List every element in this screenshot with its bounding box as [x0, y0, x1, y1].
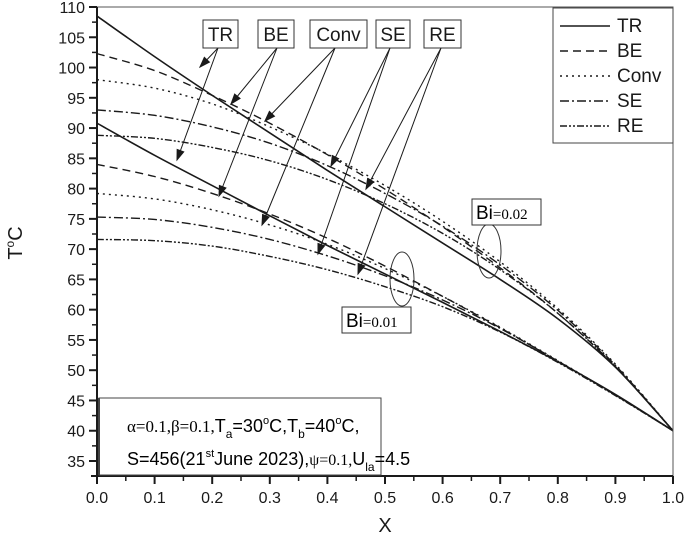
plot-series: [96, 15, 674, 432]
parameter-box: α=0.1,β=0.1,Ta=30oC,Tb=40oC, S=456(21stJ…: [98, 397, 410, 476]
x-tick-label: 0.7: [489, 490, 511, 507]
x-tick-label: 0.8: [547, 490, 569, 507]
y-tick-label: 100: [58, 61, 85, 78]
params-line-1: α=0.1,β=0.1,Ta=30oC,Tb=40oC,: [127, 415, 359, 441]
y-tick-label: 40: [67, 424, 85, 441]
series-line-6: [96, 163, 674, 432]
series-line-8: [96, 216, 674, 432]
callout-box-se: SE: [375, 19, 411, 49]
svg-text:Bi=0.02: Bi=0.02: [476, 203, 528, 224]
x-tick-label: 0.3: [259, 490, 281, 507]
x-tick-label: 0.5: [374, 490, 396, 507]
callout-box-re: RE: [423, 19, 462, 49]
y-tick-label: 80: [67, 182, 85, 199]
legend-label-conv: Conv: [617, 66, 662, 87]
x-tick-label: 1.0: [662, 490, 684, 507]
x-axis-title: X: [378, 515, 391, 537]
params-line-2: S=456(21stJune 2023),ψ=0.1,Ula=4.5: [127, 448, 410, 474]
series-line-3: [96, 109, 674, 432]
x-tick-label: 0.2: [201, 490, 223, 507]
bi-upper-value: =0.02: [493, 207, 528, 223]
series-line-2: [96, 78, 674, 432]
callout-box-be: BE: [257, 19, 295, 49]
y-axis-title: ToC: [3, 226, 27, 259]
series-line-9: [96, 238, 674, 432]
y-tick-label: 90: [67, 121, 85, 138]
y-tick-label: 85: [67, 151, 85, 168]
legend-label-tr: TR: [617, 16, 642, 37]
x-tick-label: 0.1: [143, 490, 165, 507]
axis-ticks: 35 40 45 50 55 60 65 70 75 80 85 90 95 100 105 110 0.0 0.…: [58, 0, 684, 507]
y-tick-label: 70: [67, 242, 85, 259]
callout-arrows: [176, 47, 442, 276]
callout-box-tr: TR: [202, 19, 239, 49]
legend-label-re: RE: [617, 116, 643, 137]
callout-box-conv: Conv: [309, 19, 368, 49]
callout-label-re: RE: [429, 25, 455, 46]
series-line-0: [96, 15, 674, 432]
legend-label-be: BE: [617, 41, 642, 62]
callout-label-conv: Conv: [316, 25, 361, 46]
y-tick-label: 35: [67, 454, 85, 471]
y-tick-label: 95: [67, 91, 85, 108]
callout-label-tr: TR: [208, 25, 233, 46]
bi-upper-annotation: Bi=0.02: [471, 198, 542, 279]
x-tick-label: 0.0: [86, 490, 108, 507]
y-tick-label: 75: [67, 212, 85, 229]
bi-upper-prefix: Bi: [476, 203, 493, 224]
series-line-5: [96, 122, 674, 432]
y-tick-label: 65: [67, 272, 85, 289]
svg-text:Bi=0.01: Bi=0.01: [346, 311, 398, 332]
bi-lower-annotation: Bi=0.01: [341, 251, 415, 334]
y-tick-label: 45: [67, 393, 85, 410]
y-tick-label: 105: [58, 30, 85, 47]
x-tick-label: 0.6: [431, 490, 453, 507]
bi-lower-prefix: Bi: [346, 311, 363, 332]
y-tick-label: 55: [67, 333, 85, 350]
x-tick-label: 0.4: [316, 490, 338, 507]
legend: TR BE Conv SE RE: [552, 7, 674, 144]
legend-label-se: SE: [617, 91, 642, 112]
callout-label-be: BE: [263, 25, 288, 46]
y-tick-label: 60: [67, 303, 85, 320]
series-line-4: [96, 134, 674, 432]
y-tick-label: 50: [67, 363, 85, 380]
bi-lower-value: =0.01: [363, 315, 398, 331]
x-tick-label: 0.9: [604, 490, 626, 507]
callout-label-se: SE: [380, 25, 405, 46]
y-tick-label: 110: [59, 0, 85, 17]
